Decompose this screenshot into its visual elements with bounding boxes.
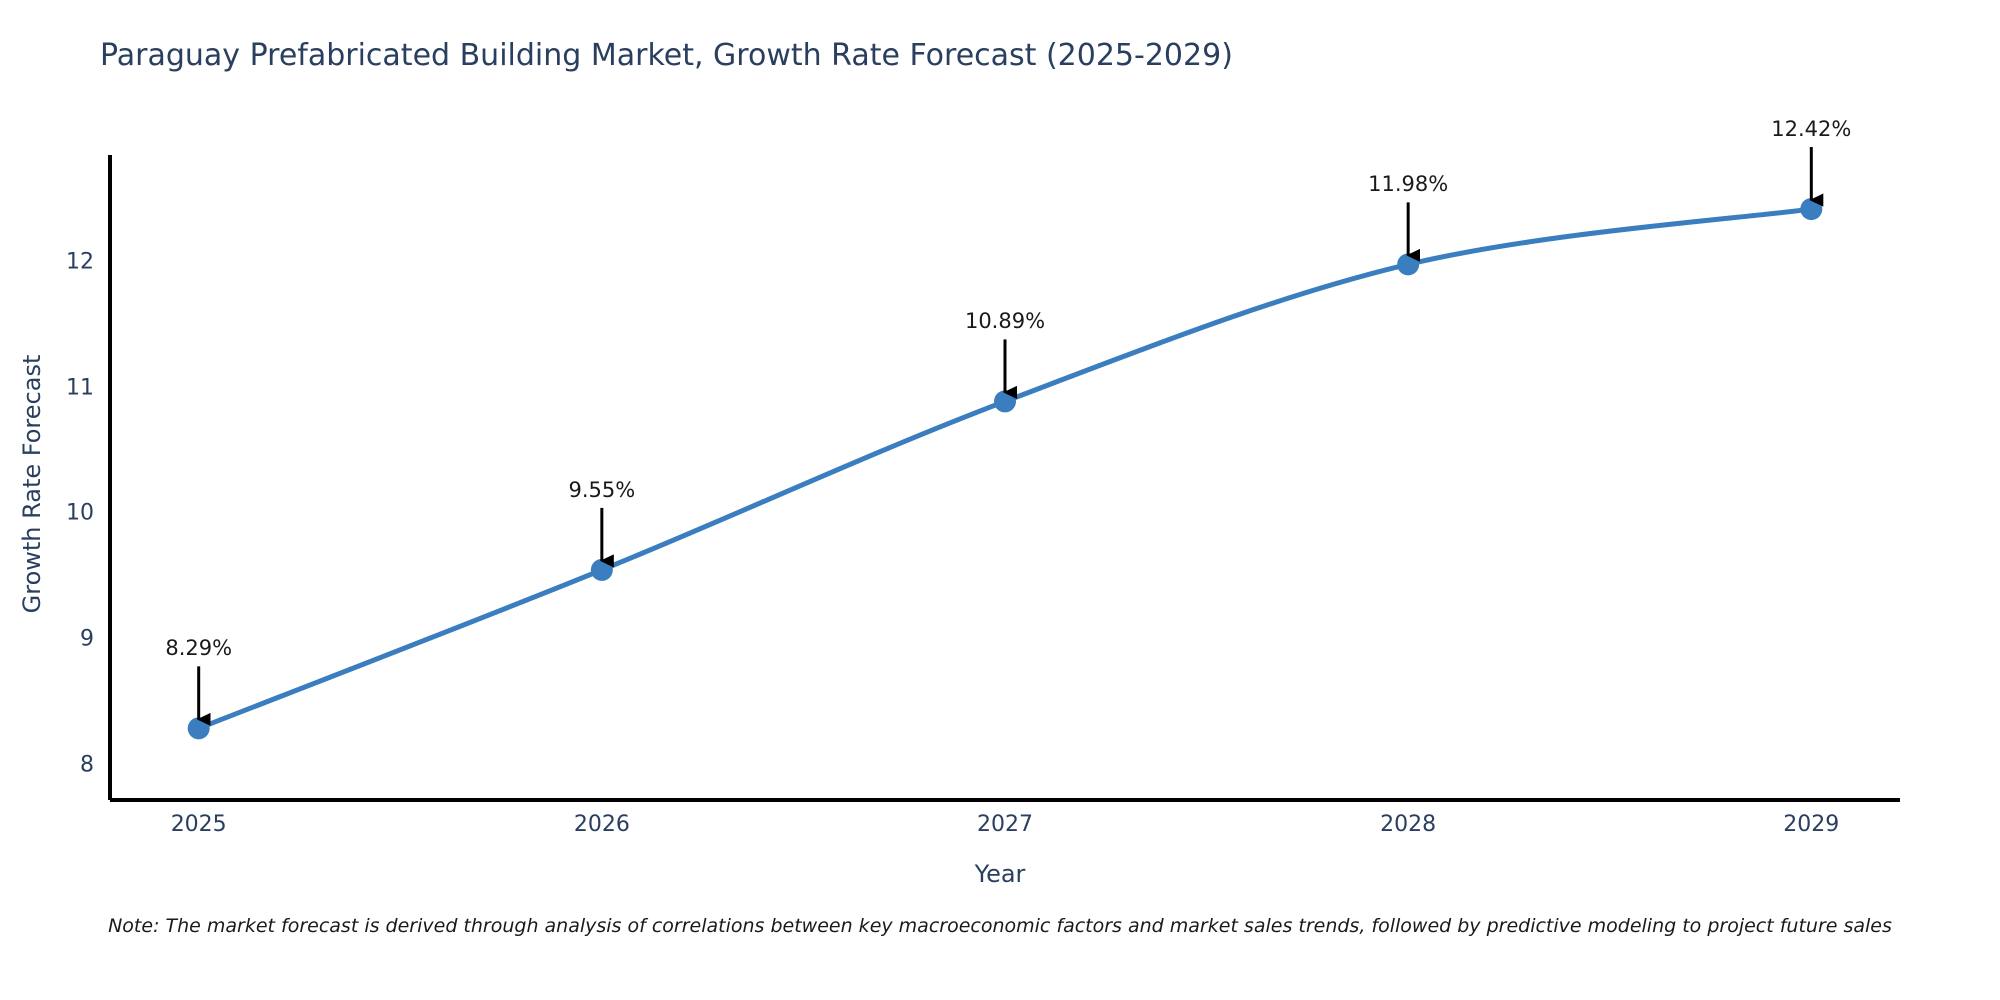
x-axis-tick-label: 2027 (977, 812, 1033, 837)
page-title: Paraguay Prefabricated Building Market, … (100, 38, 1233, 73)
data-point-marker[interactable] (1397, 253, 1420, 276)
data-point-value-label: 9.55% (568, 477, 636, 502)
y-axis-tick-label: 9 (80, 626, 94, 652)
y-axis-tick-label: 11 (66, 375, 94, 401)
annotation-arrows (196, 147, 1824, 726)
footnote: Note: The market forecast is derived thr… (108, 915, 1892, 937)
y-axis-tick-label: 12 (66, 249, 94, 275)
x-axis-tick-label: 2028 (1380, 812, 1437, 837)
x-axis-title: Year (974, 860, 1026, 888)
x-axis-tick-label: 2026 (573, 812, 630, 837)
data-point-value-label: 12.42% (1771, 117, 1852, 142)
data-point-value-label: 11.98% (1368, 172, 1449, 197)
data-point-value-label: 8.29% (165, 636, 233, 661)
x-axis-tick-label: 2029 (1783, 812, 1840, 837)
data-markers (187, 198, 1823, 740)
data-point-marker[interactable] (994, 390, 1016, 413)
y-axis-tick-label: 8 (80, 752, 94, 778)
y-axis-tick-label: 10 (66, 500, 94, 526)
data-point-marker[interactable] (590, 558, 613, 581)
series-line (196, 206, 1814, 731)
data-series (196, 206, 1814, 731)
data-point-marker[interactable] (1800, 198, 1823, 221)
x-axis-tick-label: 2025 (170, 812, 227, 837)
axis-spines (108, 155, 1900, 802)
y-axis-tick-labels: 8 9 10 11 12 (14, 0, 94, 1000)
data-point-marker[interactable] (187, 717, 210, 740)
data-point-value-label: 10.89% (964, 309, 1046, 334)
